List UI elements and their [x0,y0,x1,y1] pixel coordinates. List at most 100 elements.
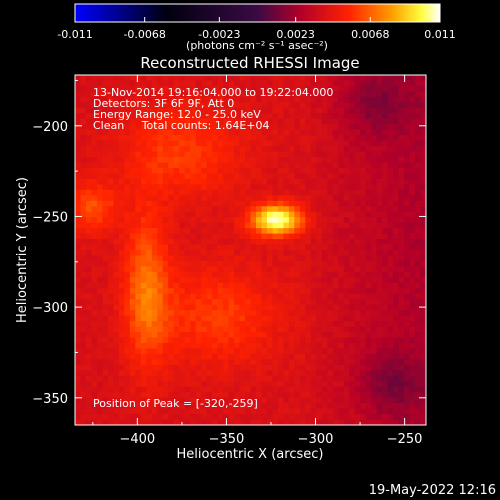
heatmap-cell [332,91,339,98]
heatmap-cell [206,244,213,251]
heatmap-cell [404,189,410,196]
heatmap-cell [162,135,169,142]
heatmap-cell [75,195,81,202]
heatmap-cell [266,348,273,355]
heatmap-cell [129,414,136,420]
heatmap-cell [261,397,268,404]
heatmap-cell [85,392,92,399]
heatmap-cell [316,233,323,240]
heatmap-cell [129,315,136,322]
heatmap-cell [354,271,361,278]
heatmap-cell [80,403,87,409]
heatmap-cell [310,337,317,344]
heatmap-cell [102,102,109,109]
heatmap-cell [146,370,153,377]
heatmap-cell [376,206,383,213]
heatmap-cell [190,310,197,317]
heatmap-cell [255,392,262,399]
heatmap-cell [305,107,312,114]
heatmap-cell [140,157,147,163]
heatmap-cell [173,189,180,196]
heatmap-cell [245,419,251,425]
heatmap-cell [272,146,279,152]
heatmap-cell [327,129,334,136]
heatmap-cell [332,315,339,322]
heatmap-cell [162,332,169,338]
heatmap-cell [409,375,416,382]
heatmap-cell [124,184,131,191]
heatmap-cell [245,102,251,109]
heatmap-cell [305,332,312,338]
heatmap-cell [102,359,109,366]
heatmap-cell [206,211,213,218]
heatmap-cell [299,277,306,284]
heatmap-cell [201,304,208,311]
heatmap-cell [212,118,218,125]
heatmap-cell [245,392,251,399]
heatmap-cell [305,167,312,174]
heatmap-cell [206,200,213,207]
heatmap-cell [179,102,186,109]
heatmap-cell [398,392,405,399]
heatmap-cell [157,304,164,311]
heatmap-cell [129,80,136,87]
heatmap-cell [190,370,197,377]
heatmap-cell [332,326,339,333]
heatmap-cell [305,129,312,136]
heatmap-cell [212,381,218,388]
heatmap-cell [91,206,98,213]
heatmap-cell [327,118,334,125]
heatmap-cell [349,211,356,218]
heatmap-cell [420,129,426,136]
heatmap-cell [266,321,273,327]
heatmap-cell [140,135,147,142]
heatmap-cell [195,403,202,409]
heatmap-cell [102,167,109,174]
heatmap-cell [420,96,426,103]
heatmap-cell [299,353,306,360]
heatmap-cell [277,299,284,306]
heatmap-cell [343,403,350,409]
heatmap-cell [404,359,410,366]
heatmap-cell [321,228,328,234]
heatmap-cell [404,96,410,103]
heatmap-cell [299,184,306,191]
heatmap-cell [404,211,410,218]
heatmap-cell [288,75,295,81]
heatmap-cell [387,129,394,136]
heatmap-cell [371,195,378,202]
heatmap-cell [239,353,246,360]
heatmap-cell [157,206,164,213]
heatmap-cell [294,326,301,333]
heatmap-cell [179,403,186,409]
heatmap-cell [217,173,224,180]
heatmap-cell [80,359,87,366]
heatmap-cell [398,173,405,180]
heatmap-cell [266,85,273,92]
heatmap-cell [321,348,328,355]
heatmap-cell [420,392,426,399]
heatmap-cell [316,146,323,152]
heatmap-cell [75,146,81,152]
heatmap-cell [360,140,367,147]
heatmap-cell [201,195,208,202]
heatmap-cell [393,113,399,120]
heatmap-cell [124,321,131,327]
heatmap-cell [85,414,92,420]
heatmap-cell [327,102,334,109]
heatmap-cell [129,107,136,114]
heatmap-cell [223,140,229,147]
y-tick-label: −350 [32,392,68,407]
heatmap-cell [420,173,426,180]
heatmap-cell [201,359,208,366]
heatmap-cell [184,266,191,273]
heatmap-cell [245,195,251,202]
heatmap-cell [80,173,87,180]
heatmap-cell [96,129,103,136]
heatmap-cell [75,408,81,415]
heatmap-cell [102,135,109,142]
heatmap-cell [245,266,251,273]
heatmap-cell [382,157,389,163]
heatmap-cell [343,124,350,131]
heatmap-cell [75,326,81,333]
